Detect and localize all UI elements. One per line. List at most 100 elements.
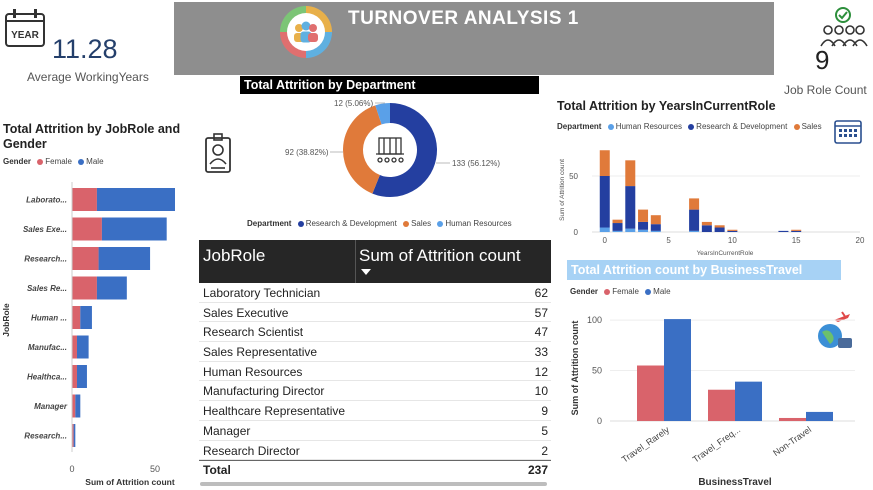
table-row[interactable]: Sales Representative 33 xyxy=(199,342,551,362)
years-role-legend: Department Human Resources Research & De… xyxy=(557,122,822,131)
job-role-count-label: Job Role Count xyxy=(784,83,867,97)
table-row[interactable]: Manager 5 xyxy=(199,421,551,441)
table-horizontal-scrollbar[interactable] xyxy=(200,482,547,486)
jobrole-cell: Healthcare Representative xyxy=(203,404,346,419)
x-tick-label: 0 xyxy=(603,236,608,245)
building-icon-part xyxy=(384,157,390,163)
y-axis-title: Sum of Attrition count xyxy=(559,159,566,221)
building-icon-part xyxy=(391,157,397,163)
table-row[interactable]: Sales Executive 57 xyxy=(199,303,551,323)
table-row[interactable]: Research Director 2 xyxy=(199,441,551,461)
category-tick-label: Research... xyxy=(24,432,67,441)
table-row[interactable]: Human Resources 12 xyxy=(199,362,551,382)
legend-sales-label: Sales xyxy=(801,122,822,131)
bar-female xyxy=(779,417,806,421)
bar-male xyxy=(806,411,833,421)
department-donut-chart: 133 (56.12%) 92 (38.82%) 12 (5.06%) xyxy=(285,99,500,197)
jobrole-cell: Sales Executive xyxy=(203,305,289,320)
legend-title: Department xyxy=(247,219,292,228)
bar-male xyxy=(76,365,87,388)
svg-text:YEAR: YEAR xyxy=(11,30,40,41)
y-tick-label: 50 xyxy=(592,366,602,376)
business-travel-chart: Travel_Rarely Travel_Freq... Non-Travel 0 50… xyxy=(570,315,855,488)
legend-rnd-swatch xyxy=(688,123,695,130)
years-role-chart: 0 5 10 15 20 0 50 YearsInCurrentRole Sum of Attr… xyxy=(559,150,865,257)
y-tick-label: 50 xyxy=(569,172,578,181)
donut-slice xyxy=(375,103,390,125)
data-label-sales: 92 (38.82%) xyxy=(285,148,329,157)
bar-female xyxy=(72,217,102,241)
bar-segment xyxy=(638,221,649,230)
total-value: 237 xyxy=(527,463,548,477)
legend-male-swatch xyxy=(645,288,652,295)
x-axis-title: YearsInCurrentRole xyxy=(697,250,754,257)
table-row[interactable]: Laboratory Technician 62 xyxy=(199,283,551,303)
bar-male xyxy=(96,276,127,300)
category-tick-label: Travel_Freq... xyxy=(691,424,742,464)
table-row[interactable]: Healthcare Representative 9 xyxy=(199,401,551,421)
attrition-cell: 10 xyxy=(534,384,548,399)
jobrole-cell: Laboratory Technician xyxy=(203,286,321,300)
x-axis-title: Sum of Attrition count xyxy=(85,477,175,487)
attrition-cell: 9 xyxy=(541,404,548,419)
category-tick-label: Human ... xyxy=(31,314,67,323)
legend-sales-swatch xyxy=(403,220,410,227)
bar-female xyxy=(72,247,99,270)
donut-slice xyxy=(343,105,382,194)
building-icon xyxy=(376,137,404,163)
attrition-cell: 5 xyxy=(541,423,548,438)
category-tick-label: Sales Re... xyxy=(27,284,67,293)
x-tick-label: 50 xyxy=(150,464,160,474)
bar-segment xyxy=(612,223,623,231)
legend-male-label: Male xyxy=(86,157,104,166)
table-row[interactable]: Manufacturing Director 10 xyxy=(199,381,551,402)
x-tick-label: 15 xyxy=(792,236,801,245)
year-calendar-icon: YEAR xyxy=(4,8,46,53)
bar-male xyxy=(735,381,762,421)
avg-working-years-label: Average WorkingYears xyxy=(27,70,149,84)
attrition-cell: 57 xyxy=(534,305,548,320)
sort-descending-icon[interactable] xyxy=(361,269,371,275)
legend-title: Department xyxy=(557,122,602,131)
years-role-title: Total Attrition by YearsInCurrentRole xyxy=(557,99,776,113)
job-role-count-value: 9 xyxy=(815,45,830,75)
legend-male-label: Male xyxy=(653,287,671,296)
table-row[interactable]: Research Scientist 47 xyxy=(199,322,551,343)
y-tick-label: 0 xyxy=(597,416,602,426)
legend-sales-label: Sales xyxy=(411,219,432,228)
bar-male xyxy=(75,394,81,418)
data-label-rnd: 133 (56.12%) xyxy=(452,159,500,168)
category-tick-label: Manufac... xyxy=(28,343,67,352)
x-tick-label: 20 xyxy=(856,236,865,245)
category-tick-label: Non-Travel xyxy=(771,424,813,458)
bar-male xyxy=(73,424,76,447)
bar-male xyxy=(96,188,175,211)
bar-female xyxy=(72,188,97,211)
bar-segment xyxy=(625,228,636,232)
bar-segment xyxy=(599,150,610,176)
column-header-jobrole[interactable]: JobRole xyxy=(203,246,266,265)
column-header-attrition[interactable]: Sum of Attrition count xyxy=(359,246,521,265)
business-travel-legend: Gender Female Male xyxy=(570,287,671,296)
legend-female-label: Female xyxy=(612,287,639,296)
jobrole-cell: Manager xyxy=(203,423,251,438)
bar-segment xyxy=(650,224,661,231)
bar-segment xyxy=(650,230,661,232)
donut-slice xyxy=(372,103,437,197)
legend-female-label: Female xyxy=(45,157,72,166)
bar-female xyxy=(72,306,81,329)
legend-hr-swatch xyxy=(607,123,614,130)
jobrole-cell: Manufacturing Director xyxy=(203,384,325,399)
bar-segment xyxy=(689,209,700,231)
bar-segment xyxy=(638,229,649,232)
jobrole-cell: Human Resources xyxy=(203,364,303,379)
category-tick-label: Travel_Rarely xyxy=(620,424,672,464)
attrition-cell: 47 xyxy=(534,325,548,340)
team-check-icon xyxy=(818,6,868,53)
bar-female xyxy=(72,424,74,447)
category-tick-label: Laborato... xyxy=(26,196,67,205)
x-tick-label: 0 xyxy=(69,464,74,474)
header-banner xyxy=(174,2,774,75)
legend-sales-swatch xyxy=(793,123,800,130)
bar-male xyxy=(98,247,151,270)
